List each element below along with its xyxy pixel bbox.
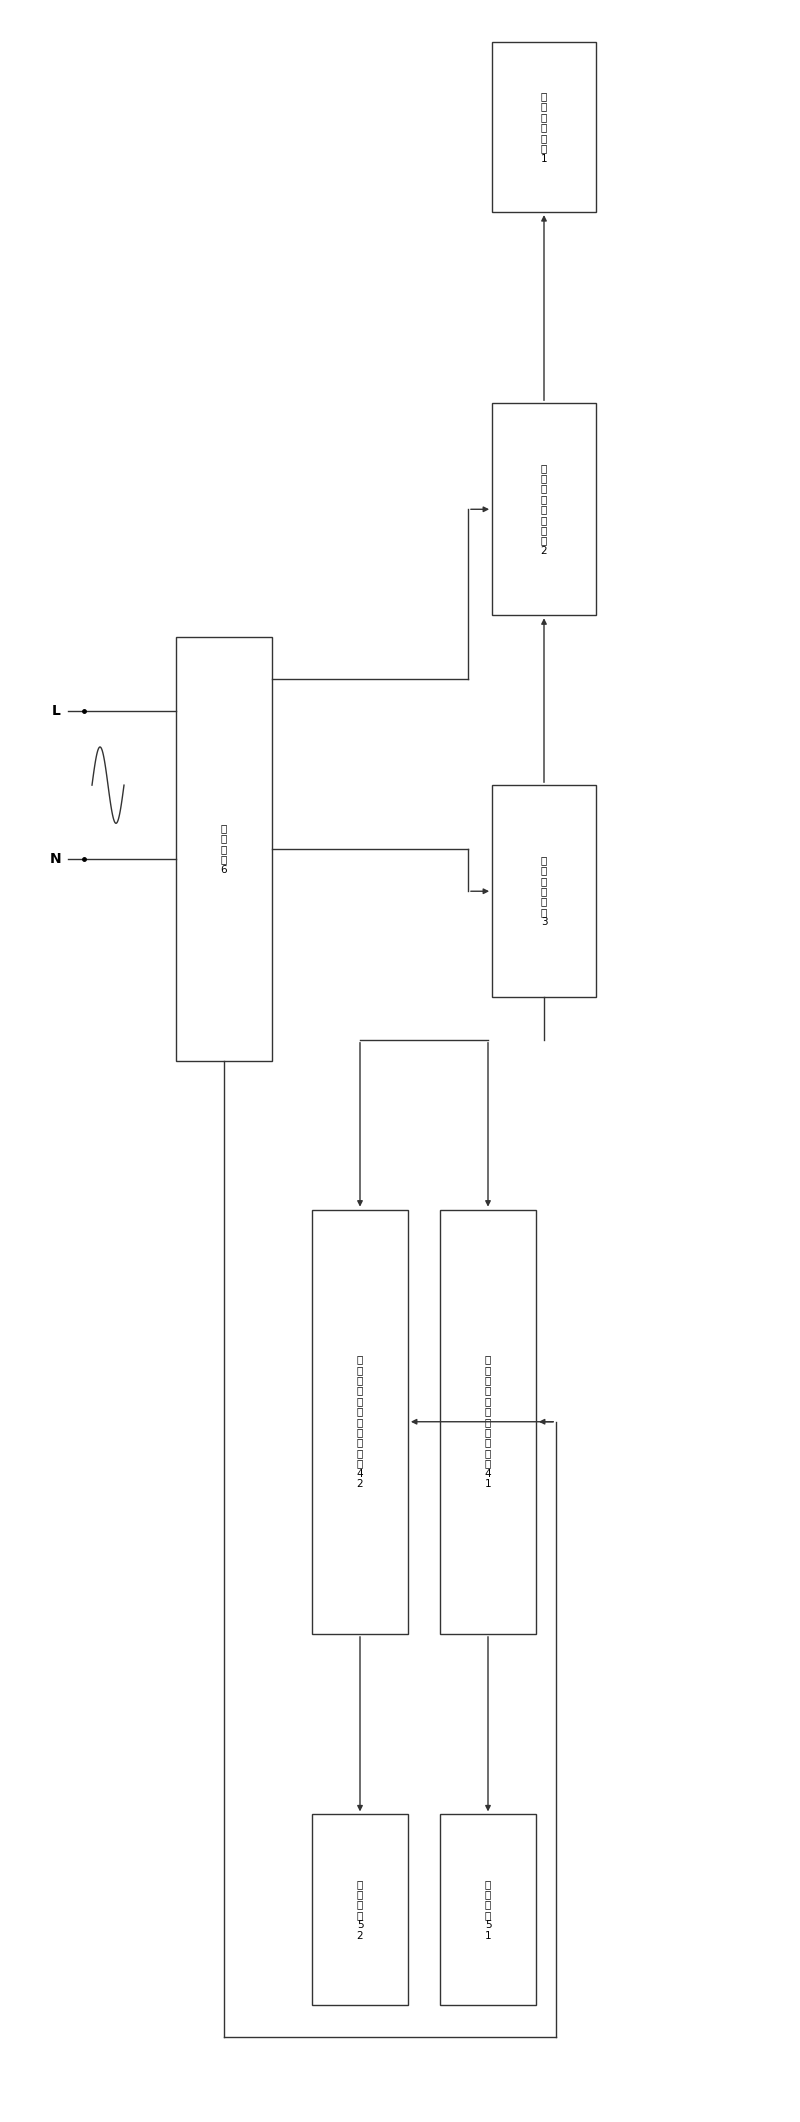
Bar — [440, 1210, 536, 1634]
Bar — [492, 785, 596, 997]
Text: 变
频
驱
动
控
制
电
路
2: 变 频 驱 动 控 制 电 路 2 — [541, 463, 547, 556]
Text: 数
控
运
算
电
路
3: 数 控 运 算 电 路 3 — [541, 855, 547, 927]
Bar — [176, 637, 272, 1061]
Bar — [312, 1814, 408, 2005]
Text: 感
应
线
圈
5
2: 感 应 线 圈 5 2 — [357, 1878, 363, 1942]
Text: N: N — [50, 853, 62, 866]
Text: L: L — [51, 705, 61, 717]
Bar — [492, 42, 596, 212]
Text: 参
振
存
储
电
路
1: 参 振 存 储 电 路 1 — [541, 91, 547, 163]
Bar — [492, 403, 596, 615]
Text: 第
二
组
感
应
线
圈
驱
动
电
路
4
2: 第 二 组 感 应 线 圈 驱 动 电 路 4 2 — [357, 1354, 363, 1490]
Bar — [440, 1814, 536, 2005]
Text: 感
应
线
圈
5
1: 感 应 线 圈 5 1 — [485, 1878, 491, 1942]
Text: 主
桥
电
路
6: 主 桥 电 路 6 — [221, 823, 227, 874]
Text: 第
一
组
感
应
线
圈
驱
动
电
路
4
1: 第 一 组 感 应 线 圈 驱 动 电 路 4 1 — [485, 1354, 491, 1490]
Bar — [312, 1210, 408, 1634]
